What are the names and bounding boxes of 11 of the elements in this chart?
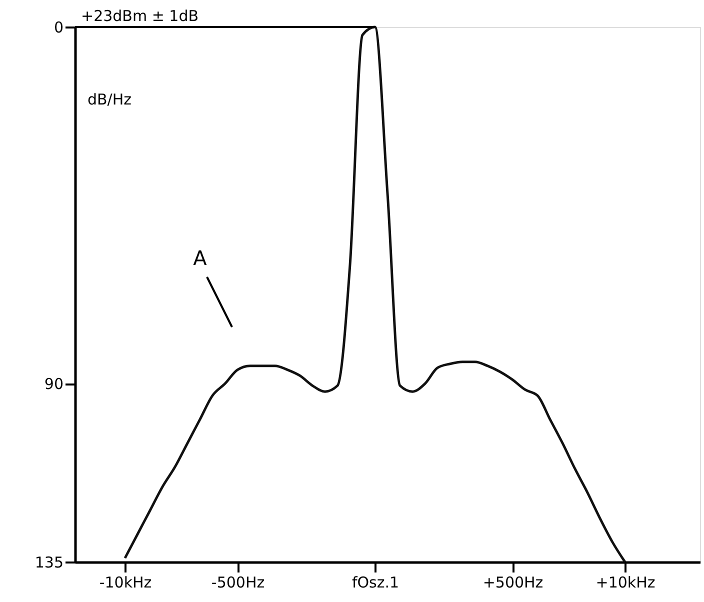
x-tick-label: +10kHz (596, 574, 656, 592)
x-tick-label: +500Hz (482, 574, 544, 592)
y-tick-label: 0 (54, 18, 64, 36)
y-tick-label: 135 (34, 554, 64, 572)
ref-line-label: +23dBm ± 1dB (81, 7, 199, 25)
annotation: A (193, 246, 208, 270)
x-tick-label: -10kHz (99, 574, 152, 592)
y-axis-title: dB/Hz (88, 90, 132, 108)
y-tick-label: 90 (44, 375, 64, 394)
x-tick-label: -500Hz (211, 574, 265, 592)
x-tick-label: fOsz.1 (352, 574, 400, 592)
